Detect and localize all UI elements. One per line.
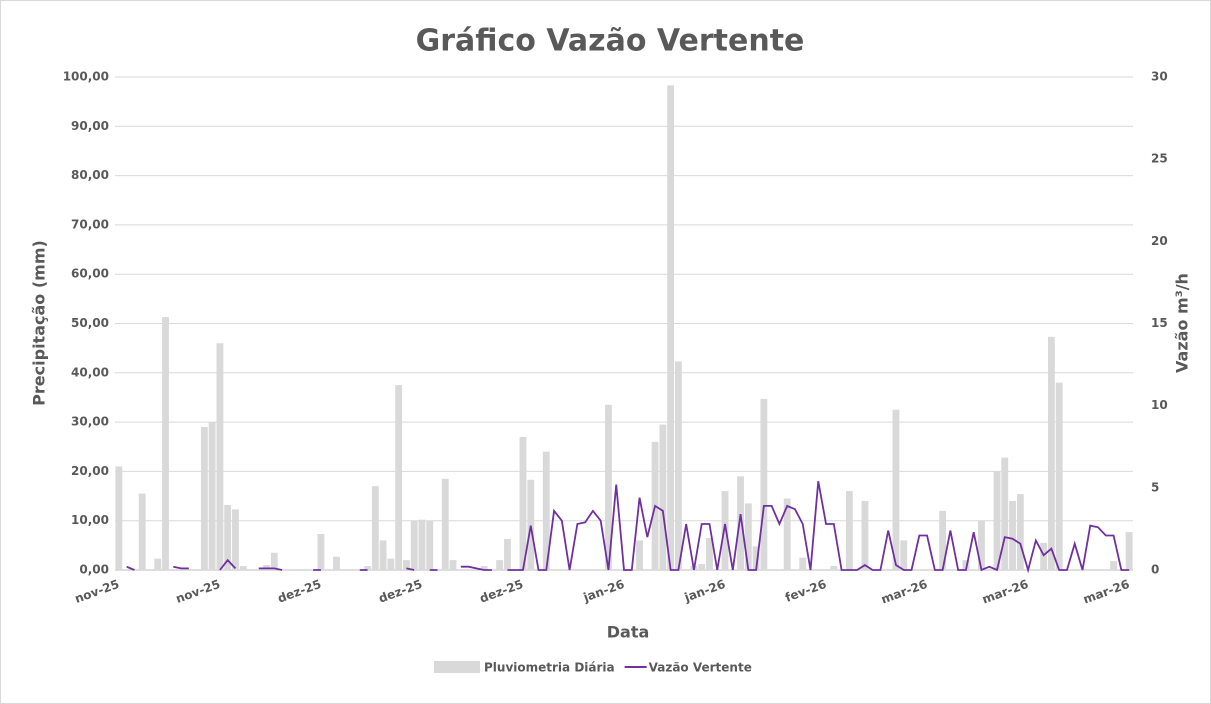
y-tick-label: 30,00 — [71, 415, 109, 429]
bar — [418, 519, 426, 570]
y-axis-label: Precipitação (mm) — [30, 240, 49, 406]
y-tick-label: 10,00 — [71, 513, 109, 527]
y-tick-label: 40,00 — [71, 365, 109, 379]
bar — [154, 558, 162, 570]
chart-title: Gráfico Vazão Vertente — [416, 24, 805, 59]
y-tick-label: 100,00 — [63, 70, 109, 84]
bar — [993, 471, 1001, 570]
bar — [496, 560, 504, 570]
bar — [659, 424, 667, 570]
y-tick-label: 60,00 — [71, 267, 109, 281]
y2-tick-label: 30 — [1151, 70, 1168, 84]
bar — [1055, 382, 1063, 570]
bar — [1009, 500, 1016, 570]
bar — [542, 451, 550, 570]
bar — [387, 558, 395, 570]
bar — [752, 546, 760, 570]
bar — [721, 491, 729, 570]
bar — [892, 409, 900, 570]
bar — [441, 478, 449, 570]
bar — [962, 560, 970, 570]
y2-tick-label: 5 — [1151, 480, 1159, 494]
line — [126, 481, 1130, 574]
bar — [162, 317, 169, 570]
bar — [1110, 561, 1117, 570]
bar — [239, 566, 247, 570]
y2-tick-label: 20 — [1151, 234, 1168, 248]
bar — [333, 556, 340, 570]
y-tick-label: 0,00 — [79, 563, 109, 577]
y-tick-label: 90,00 — [71, 119, 109, 133]
bar — [1016, 494, 1024, 570]
bar — [698, 564, 706, 570]
bar — [605, 404, 612, 570]
bar — [760, 398, 768, 570]
bar — [224, 504, 232, 570]
legend-swatch — [434, 661, 480, 673]
bar — [667, 85, 675, 571]
y2-tick-label: 25 — [1151, 152, 1168, 166]
bar — [861, 500, 869, 570]
bar — [1001, 457, 1009, 570]
bar — [138, 493, 146, 570]
x-axis-label: Data — [607, 623, 650, 642]
y-tick-label: 20,00 — [71, 464, 109, 478]
bar — [115, 466, 123, 570]
y-tick-label: 50,00 — [71, 316, 109, 330]
bar — [449, 560, 457, 570]
bar — [783, 498, 791, 570]
bar — [317, 534, 325, 570]
bar — [527, 479, 535, 570]
bar — [845, 491, 853, 570]
bar — [395, 385, 403, 570]
bar — [978, 520, 985, 570]
y2-tick-label: 0 — [1151, 563, 1159, 577]
bar — [200, 427, 208, 570]
bar — [1040, 542, 1048, 570]
bar — [799, 557, 807, 570]
bar — [402, 560, 410, 570]
y-tick-label: 70,00 — [71, 217, 109, 231]
y2-tick-label: 15 — [1151, 316, 1168, 330]
bar — [519, 436, 527, 570]
bar — [674, 361, 682, 570]
bar — [636, 540, 643, 570]
bar — [737, 476, 744, 570]
bar — [426, 520, 434, 570]
bar — [208, 422, 216, 570]
bar — [364, 566, 371, 570]
bar — [1047, 336, 1055, 570]
bar — [939, 510, 947, 570]
bar — [216, 343, 224, 570]
bar — [410, 520, 418, 570]
legend-label: Pluviometria Diária — [484, 661, 615, 675]
bar — [830, 566, 838, 570]
bar — [744, 503, 752, 570]
bar — [900, 540, 908, 570]
y2-tick-label: 10 — [1151, 398, 1168, 412]
bar — [232, 509, 239, 570]
legend-label: Vazão Vertente — [649, 661, 752, 675]
bar — [706, 537, 713, 570]
bar — [1125, 532, 1133, 570]
y2-axis-label: Vazão m³/h — [1173, 273, 1192, 373]
bar — [270, 552, 278, 570]
bar — [371, 486, 379, 570]
bar — [504, 538, 511, 570]
bar — [480, 566, 488, 570]
y-tick-label: 80,00 — [71, 168, 109, 182]
bar — [379, 540, 387, 570]
